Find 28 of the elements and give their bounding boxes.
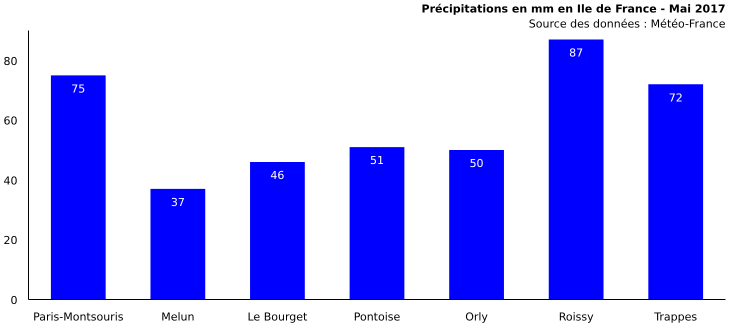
bar [548,39,604,300]
data-label: 50 [470,157,484,170]
x-tick-label: Paris-Montsouris [33,310,124,324]
y-tick-label: 40 [4,174,18,188]
data-label: 87 [569,46,584,60]
y-tick-label: 20 [4,234,18,248]
bar [250,162,305,300]
bar [449,150,504,300]
data-label: 37 [170,196,185,209]
bar [648,84,704,300]
bar [350,147,404,300]
x-tick-label: Orly [465,310,488,324]
x-tick-label: Le Bourget [248,310,308,324]
x-tick-label: Roissy [558,310,594,324]
data-label: 51 [370,154,384,168]
data-label: 72 [668,91,683,104]
bar [150,188,206,300]
x-tick-label: Trappes [653,310,698,324]
chart-subtitle: Source des données : Météo-France [528,18,726,30]
x-tick-label: Pontoise [354,310,401,324]
chart-title: Précipitations en mm en Ile de France - Mai 2017 [422,2,726,16]
x-tick-label: Melun [161,310,195,324]
data-label: 75 [71,82,86,96]
y-tick-label: 0 [10,294,18,307]
bar [50,75,106,300]
y-tick-label: 60 [4,114,18,128]
data-label: 46 [270,169,284,182]
y-tick-label: 80 [4,54,18,68]
